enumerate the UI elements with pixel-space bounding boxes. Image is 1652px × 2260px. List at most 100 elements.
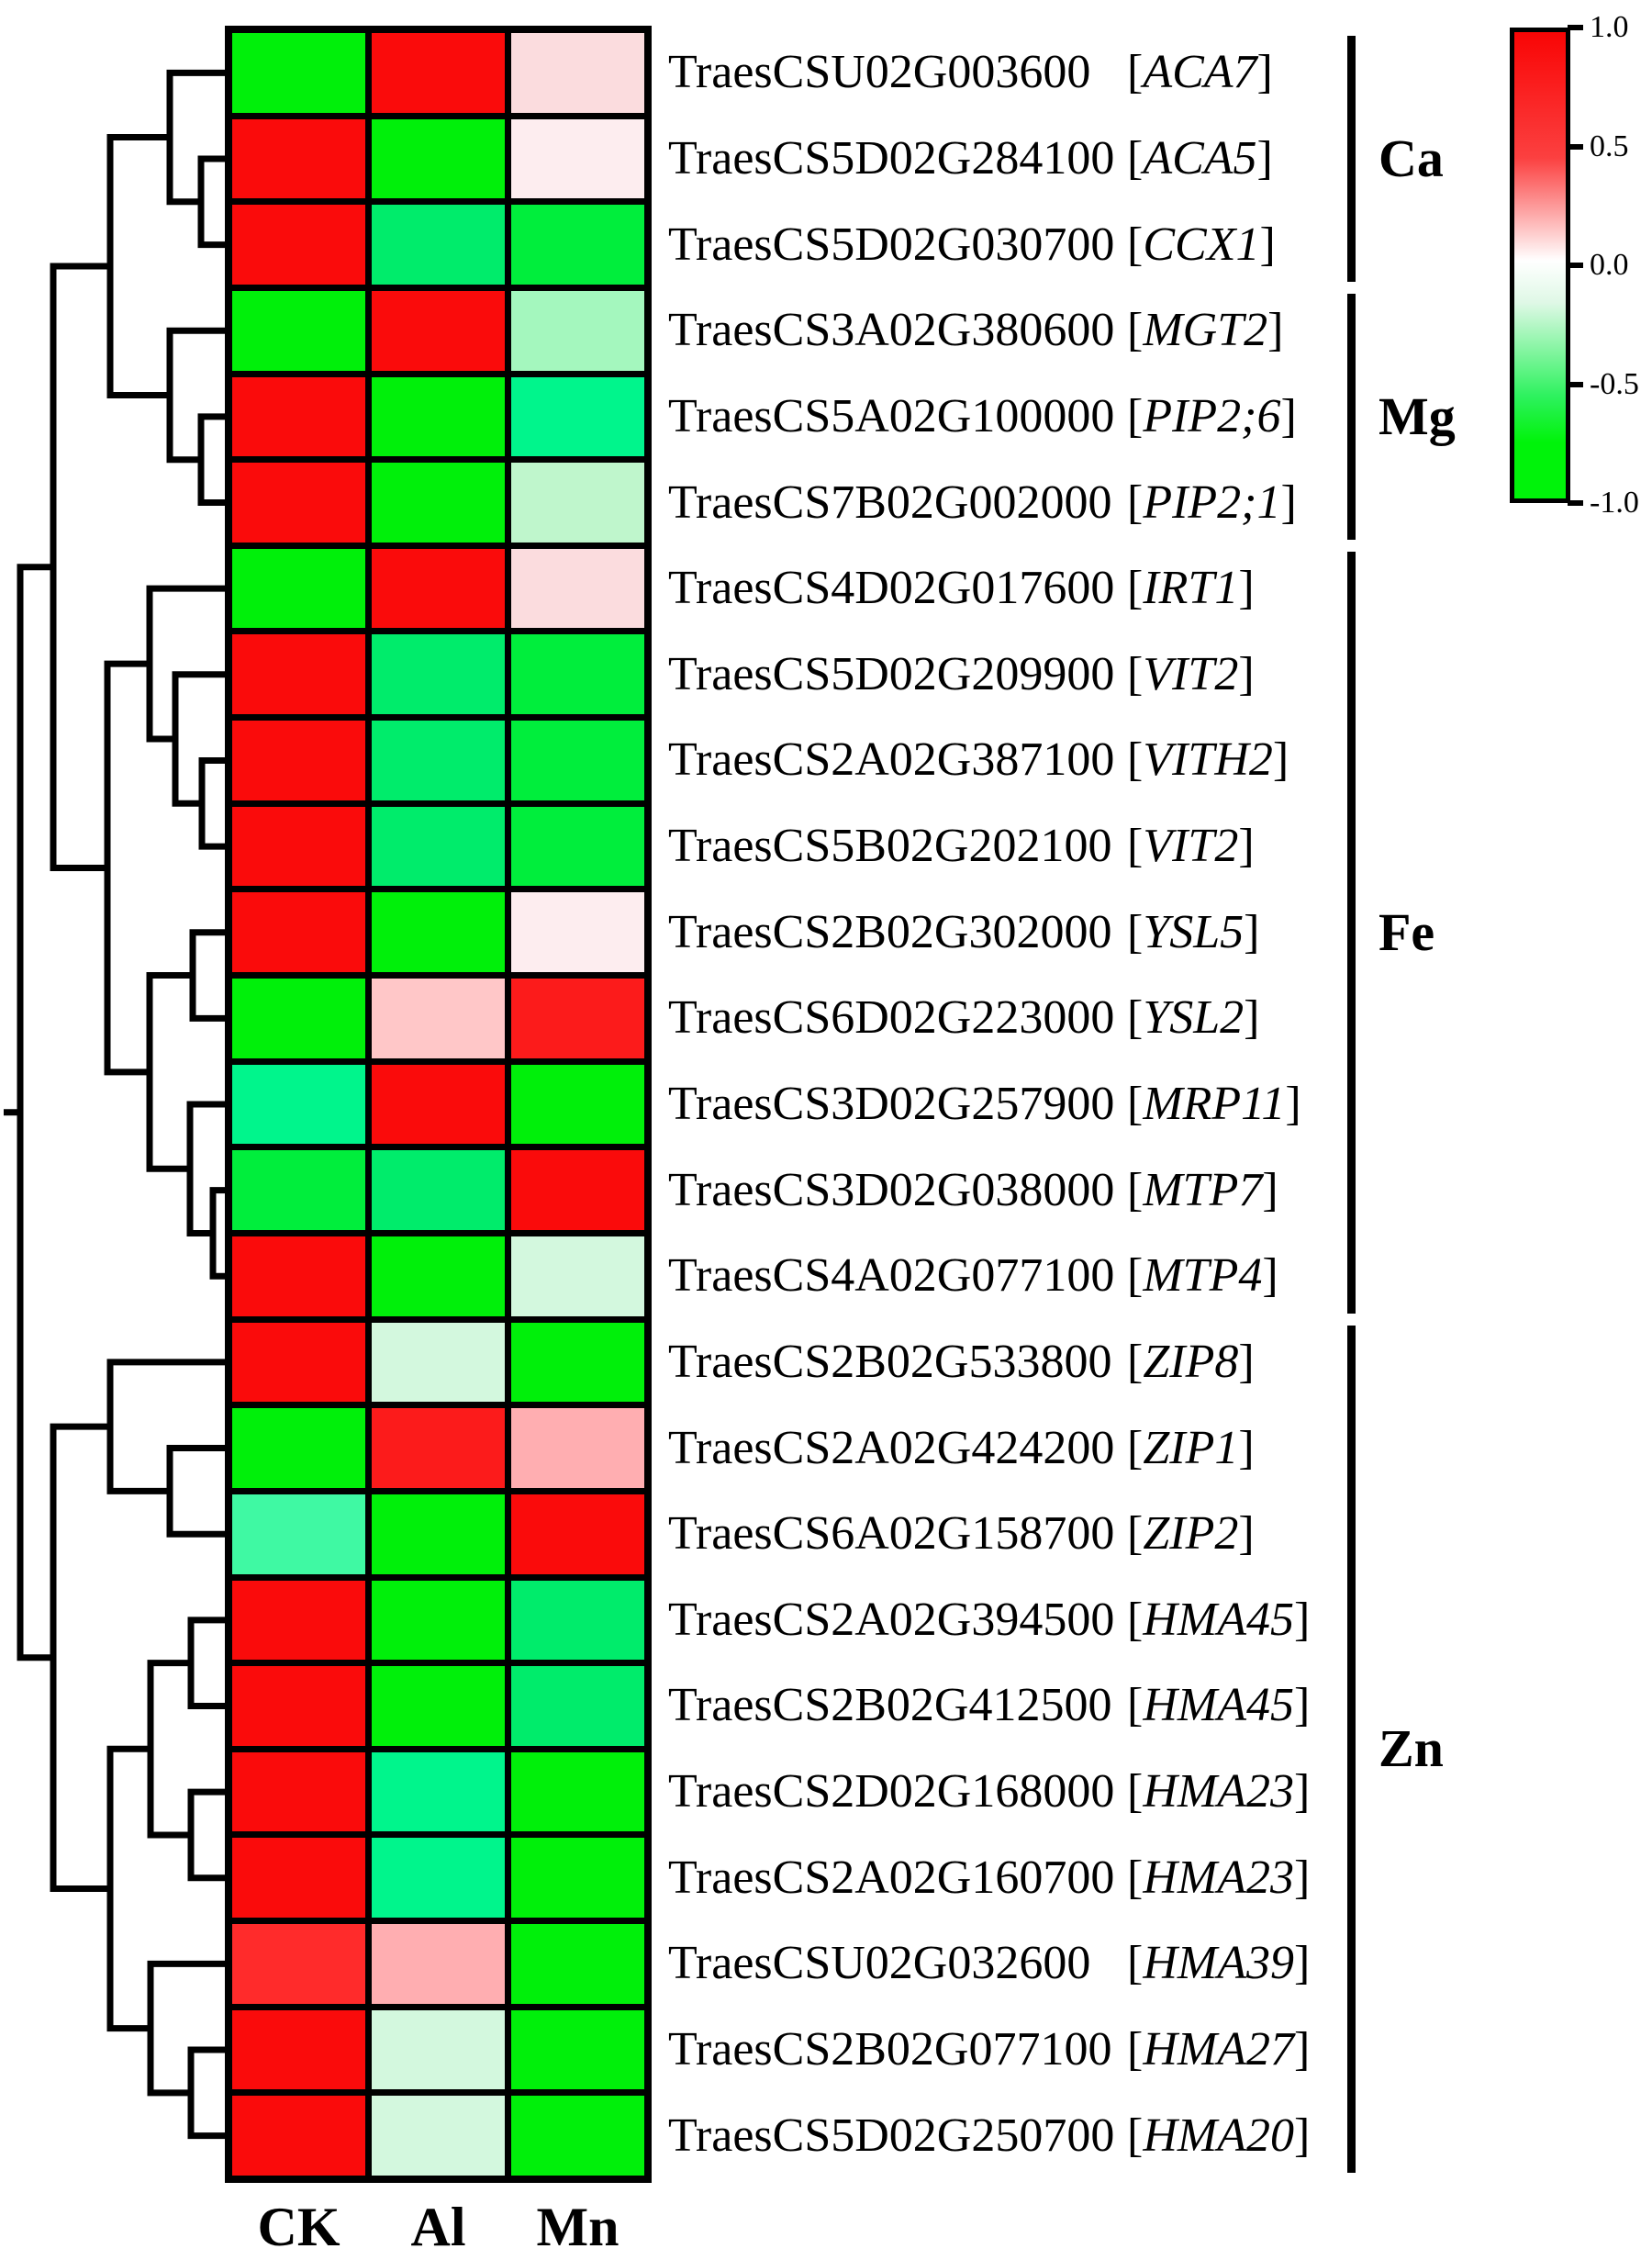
gene-id: TraesCSU02G003600 bbox=[668, 46, 1091, 99]
heatmap-cell bbox=[511, 2009, 644, 2090]
heatmap-cell bbox=[511, 1322, 644, 1403]
row-label: TraesCS5D02G209900 [VIT2] bbox=[668, 646, 1255, 703]
gene-tag: ACA7 bbox=[1143, 46, 1257, 99]
gene-tag: HMA23 bbox=[1143, 1765, 1294, 1818]
gene-id: TraesCS6A02G158700 bbox=[668, 1507, 1115, 1561]
colorbar-tick bbox=[1568, 500, 1583, 506]
gene-tag: HMA23 bbox=[1143, 1851, 1294, 1904]
heatmap-cell bbox=[232, 1494, 365, 1574]
gene-tag: PIP2;6 bbox=[1143, 389, 1281, 442]
heatmap-cell bbox=[372, 892, 505, 973]
gene-tag: VIT2 bbox=[1143, 820, 1239, 873]
heatmap-cell bbox=[511, 634, 644, 715]
gene-id: TraesCSU02G032600 bbox=[668, 1937, 1091, 1990]
heatmap-cell bbox=[511, 1150, 644, 1230]
heatmap-cell bbox=[511, 33, 644, 113]
row-label: TraesCS7B02G002000 [PIP2;1] bbox=[668, 475, 1297, 531]
group-label-zn: Zn bbox=[1379, 1718, 1444, 1779]
heatmap-cell bbox=[372, 634, 505, 715]
colorbar-tick bbox=[1568, 25, 1583, 30]
dendrogram bbox=[4, 69, 229, 2140]
row-label: TraesCS2B02G533800 [ZIP8] bbox=[668, 1334, 1255, 1391]
heatmap-cell bbox=[511, 1751, 644, 1832]
heatmap-cell bbox=[511, 118, 644, 199]
group-label-ca: Ca bbox=[1379, 128, 1444, 188]
row-label: TraesCS4D02G017600 [IRT1] bbox=[668, 560, 1255, 617]
gene-tag: ZIP8 bbox=[1143, 1335, 1239, 1388]
row-label: TraesCS2D02G168000 [HMA23] bbox=[668, 1763, 1310, 1820]
heatmap-cell bbox=[372, 2009, 505, 2090]
row-label: TraesCS2A02G424200 [ZIP1] bbox=[668, 1420, 1255, 1477]
heatmap-cell bbox=[232, 1236, 365, 1316]
gene-id: TraesCS3D02G038000 bbox=[668, 1163, 1115, 1216]
dendrogram-branch bbox=[106, 134, 170, 398]
gene-id: TraesCS5D02G284100 bbox=[668, 131, 1115, 185]
row-label: TraesCS2A02G387100 [VITH2] bbox=[668, 732, 1289, 789]
heatmap-cell bbox=[232, 721, 365, 800]
heatmap-cell bbox=[232, 1064, 365, 1145]
row-label: TraesCS3D02G257900 [MRP11] bbox=[668, 1076, 1301, 1133]
dendrogram-branch bbox=[104, 660, 150, 1076]
row-label: TraesCS3D02G038000 [MTP7] bbox=[668, 1162, 1278, 1219]
heatmap-cell bbox=[372, 548, 505, 629]
heatmap-cell bbox=[372, 1838, 505, 1919]
colorbar-tick bbox=[1568, 143, 1583, 150]
row-label: TraesCS2B02G077100 [HMA27] bbox=[668, 2021, 1310, 2078]
column-label-mn: Mn bbox=[536, 2197, 620, 2257]
colorbar-tick bbox=[1568, 381, 1583, 387]
colorbar-tick-label: -0.5 bbox=[1590, 366, 1639, 401]
gene-id: TraesCS5D02G250700 bbox=[668, 2109, 1115, 2162]
heatmap-cell bbox=[372, 1751, 505, 1832]
gene-tag: MRP11 bbox=[1143, 1078, 1286, 1130]
heatmap-cell bbox=[232, 1838, 365, 1919]
gene-id: TraesCS5B02G202100 bbox=[668, 820, 1112, 873]
row-label: TraesCS3A02G380600 [MGT2] bbox=[668, 302, 1283, 359]
heatmap-cell bbox=[232, 1150, 365, 1230]
row-label: TraesCS5B02G202100 [VIT2] bbox=[668, 818, 1255, 875]
heatmap-cell bbox=[232, 290, 365, 371]
heatmap-cell bbox=[511, 1838, 644, 1919]
heatmap-cell bbox=[372, 1666, 505, 1746]
heatmap-cell bbox=[372, 1150, 505, 1230]
heatmap-cell bbox=[372, 1408, 505, 1488]
row-label: TraesCS5D02G030700 [CCX1] bbox=[668, 217, 1276, 274]
heatmap-cell bbox=[511, 1494, 644, 1574]
heatmap-cell bbox=[232, 1322, 365, 1403]
gene-tag: CCX1 bbox=[1143, 218, 1260, 271]
group-bracket-fe bbox=[1347, 551, 1356, 1314]
colorbar-tick-label: 0.5 bbox=[1590, 129, 1629, 163]
heatmap-cell bbox=[372, 1236, 505, 1316]
heatmap-cell bbox=[232, 1580, 365, 1661]
heatmap-cell bbox=[232, 376, 365, 457]
heatmap-cell bbox=[511, 979, 644, 1058]
row-label: TraesCS6D02G223000 [YSL2] bbox=[668, 990, 1260, 1046]
row-label: TraesCS4A02G077100 [MTP4] bbox=[668, 1247, 1278, 1304]
colorbar-tick-label: 0.0 bbox=[1590, 248, 1629, 282]
group-bracket-zn bbox=[1347, 1325, 1356, 2173]
heatmap-cell bbox=[511, 1580, 644, 1661]
heatmap-cell bbox=[511, 1666, 644, 1746]
gene-tag: MGT2 bbox=[1143, 304, 1268, 357]
row-label: TraesCS2A02G394500 [HMA45] bbox=[668, 1592, 1310, 1649]
dendrogram-branch bbox=[147, 1660, 191, 1839]
heatmap-cell bbox=[511, 548, 644, 629]
row-label: TraesCS6A02G158700 [ZIP2] bbox=[668, 1505, 1255, 1562]
heatmap-cell bbox=[232, 892, 365, 973]
dendrogram-branch bbox=[17, 564, 53, 1661]
gene-id: TraesCS2B02G077100 bbox=[668, 2023, 1112, 2076]
gene-id: TraesCS3A02G380600 bbox=[668, 304, 1115, 357]
heatmap-cell bbox=[511, 1408, 644, 1488]
heatmap-cell bbox=[372, 806, 505, 887]
heatmap-cell bbox=[232, 634, 365, 715]
group-label-fe: Fe bbox=[1379, 901, 1435, 962]
group-bracket-ca bbox=[1347, 36, 1356, 282]
gene-tag: VIT2 bbox=[1143, 647, 1239, 700]
row-label: TraesCS2B02G412500 [HMA45] bbox=[668, 1677, 1310, 1734]
dendrogram-branch bbox=[187, 2046, 229, 2140]
gene-id: TraesCS5D02G030700 bbox=[668, 218, 1115, 271]
gene-id: TraesCS6D02G223000 bbox=[668, 991, 1115, 1045]
heatmap-cell bbox=[232, 2096, 365, 2176]
gene-tag: YSL2 bbox=[1143, 991, 1245, 1045]
gene-id: TraesCS2A02G394500 bbox=[668, 1593, 1115, 1646]
heatmap-cell bbox=[232, 33, 365, 113]
